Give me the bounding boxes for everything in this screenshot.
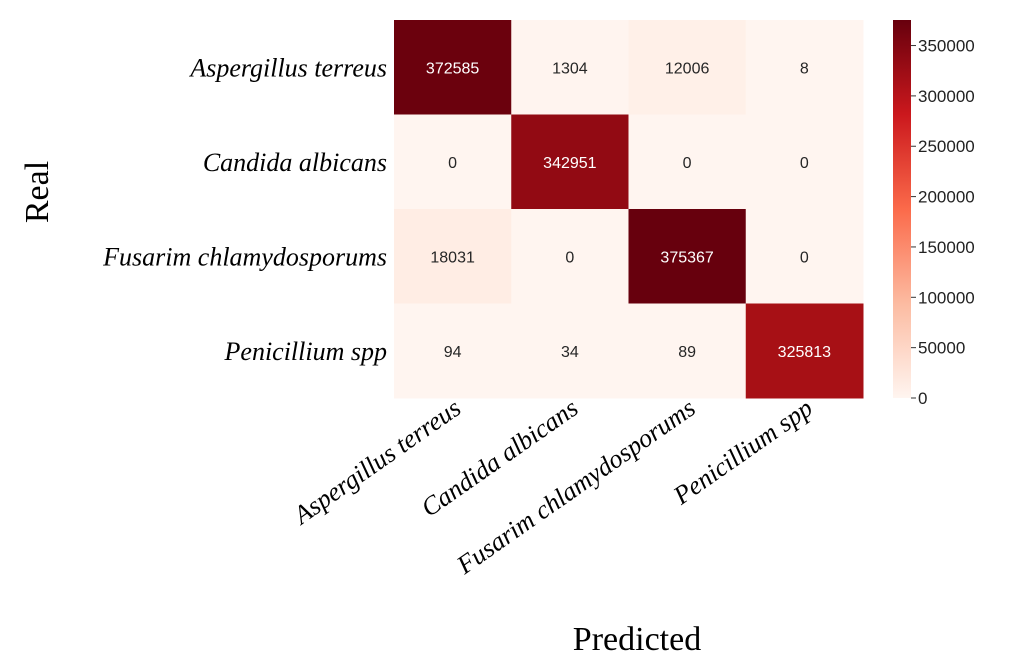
colorbar-ticks: 0 50000 100000 150000 200000 250000 300000 3500… <box>911 37 975 408</box>
heatmap-cell <box>628 114 747 210</box>
cell-value-label: 0 <box>683 155 692 172</box>
cell-value-label: 34 <box>561 344 579 361</box>
cell-value-label: 0 <box>800 155 809 172</box>
cell-value-label: 0 <box>565 249 574 266</box>
heatmap-cell <box>511 20 629 115</box>
row-tick-label: Candida albicans <box>203 148 387 177</box>
colorbar: 0 50000 100000 150000 200000 250000 300000 3500… <box>893 20 975 408</box>
colorbar-tick-label: 200000 <box>918 188 975 207</box>
cell-value-label: 89 <box>678 344 696 361</box>
heatmap-cell <box>745 20 864 115</box>
colorbar-tick-label: 350000 <box>918 37 975 56</box>
heatmap-cell <box>394 209 512 304</box>
heatmap-cell <box>511 209 629 304</box>
row-tick-label: Penicillium spp <box>224 337 387 366</box>
colorbar-tick-label: 300000 <box>918 87 975 106</box>
colorbar-tick-label: 250000 <box>918 137 975 156</box>
colorbar-tick-label: 0 <box>918 389 927 408</box>
x-axis-title: Predicted <box>573 621 701 658</box>
cell-value-label: 342951 <box>543 155 596 172</box>
heatmap-cell <box>394 114 512 210</box>
colorbar-tick-label: 150000 <box>918 238 975 257</box>
cell-value-label: 0 <box>800 249 809 266</box>
cell-value-label: 375367 <box>660 249 713 266</box>
cell-value-label: 0 <box>448 155 457 172</box>
cell-value-label: 94 <box>444 344 462 361</box>
heatmap-cell <box>511 114 629 210</box>
colorbar-tick-label: 50000 <box>918 339 965 358</box>
cell-value-label: 8 <box>800 60 809 77</box>
y-axis-title: Real <box>19 161 56 223</box>
cell-value-label: 18031 <box>430 249 475 266</box>
heatmap-cell <box>628 20 747 115</box>
cell-value-label: 1304 <box>552 60 588 77</box>
heatmap-cell <box>394 303 512 399</box>
row-tick-label: Aspergillus terreus <box>188 53 387 82</box>
heatmap-cells: 372585 1304 12006 8 0 342951 0 0 18031 0 375367 0 94… <box>394 20 864 399</box>
heatmap-cell <box>628 303 747 399</box>
heatmap-cell <box>745 209 864 304</box>
heatmap-cell <box>628 209 747 304</box>
heatmap-cell <box>745 114 864 210</box>
colorbar-tick-label: 100000 <box>918 288 975 307</box>
row-tick-label: Fusarim chlamydosporums <box>102 242 387 271</box>
cell-value-label: 12006 <box>665 60 710 77</box>
heatmap-cell <box>745 303 864 399</box>
cell-value-label: 372585 <box>426 60 479 77</box>
cell-value-label: 325813 <box>778 344 831 361</box>
row-labels: Aspergillus terreus Candida albicans Fusar… <box>102 53 387 366</box>
colorbar-gradient <box>893 20 911 398</box>
heatmap-cell <box>511 303 629 399</box>
heatmap-cell <box>394 20 512 115</box>
